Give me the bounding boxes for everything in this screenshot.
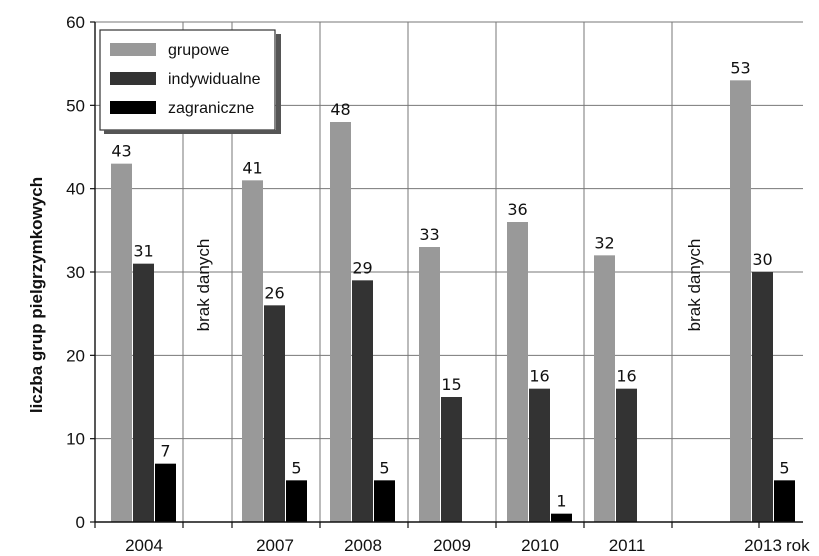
data-label: 5 bbox=[379, 458, 389, 477]
bar-indywidualne-2007 bbox=[264, 305, 285, 522]
x-tick-label: 2007 bbox=[256, 536, 294, 555]
x-tick-label: 2004 bbox=[125, 536, 163, 555]
bar-grupowe-2010 bbox=[507, 222, 528, 522]
bar-zagraniczne-2008 bbox=[374, 480, 395, 522]
x-tick-label: 2009 bbox=[433, 536, 471, 555]
grid bbox=[95, 21, 803, 522]
bar-zagraniczne-2010 bbox=[551, 513, 572, 522]
x-tick-label: 2010 bbox=[521, 536, 559, 555]
data-label: 1 bbox=[556, 492, 566, 511]
data-label: 43 bbox=[111, 142, 131, 161]
legend-label-zagraniczne: zagraniczne bbox=[168, 100, 254, 117]
y-tick-label: 20 bbox=[66, 346, 85, 365]
data-label: 53 bbox=[730, 58, 750, 77]
legend-swatch-indywidualne bbox=[110, 72, 156, 85]
bar-indywidualne-2013 bbox=[752, 272, 773, 522]
bar-indywidualne-2009 bbox=[441, 397, 462, 522]
annotation-no-data: brak danych bbox=[685, 239, 704, 332]
x-axis-title: rok bbox=[786, 536, 810, 555]
legend-label-grupowe: grupowe bbox=[168, 42, 229, 59]
legend-shadow bbox=[276, 34, 281, 134]
bar-grupowe-2007 bbox=[242, 180, 263, 523]
legend-label-indywidualne: indywidualne bbox=[168, 71, 261, 88]
y-tick-label: 60 bbox=[66, 13, 85, 32]
data-labels: 43 31 7 41 26 5 48 29 5 33 15 36 16 1 32 16 53 30 5 bbox=[111, 58, 789, 510]
legend-swatch-zagraniczne bbox=[110, 101, 156, 114]
data-label: 32 bbox=[594, 233, 614, 252]
bars bbox=[111, 80, 795, 523]
bar-indywidualne-2011 bbox=[616, 388, 637, 522]
annotation-no-data: brak danych bbox=[194, 239, 213, 332]
data-label: 41 bbox=[242, 158, 262, 177]
bar-zagraniczne-2007 bbox=[286, 480, 307, 522]
data-label: 7 bbox=[160, 442, 170, 461]
data-label: 36 bbox=[507, 200, 527, 219]
bar-zagraniczne-2004 bbox=[155, 463, 176, 522]
bar-indywidualne-2008 bbox=[352, 280, 373, 522]
data-label: 30 bbox=[752, 250, 772, 269]
data-label: 16 bbox=[616, 367, 636, 386]
y-tick-label: 0 bbox=[76, 513, 85, 532]
y-tick-label: 50 bbox=[66, 96, 85, 115]
bar-indywidualne-2004 bbox=[133, 263, 154, 522]
y-tick-label: 40 bbox=[66, 180, 85, 199]
axes: 0 10 20 30 40 50 60 2004 2007 2008 2009 2010 2011 201… bbox=[66, 13, 803, 555]
data-label: 26 bbox=[264, 283, 284, 302]
data-label: 48 bbox=[330, 100, 350, 119]
x-tick-label: 2008 bbox=[344, 536, 382, 555]
y-tick-label: 30 bbox=[66, 263, 85, 282]
x-tick-label: 2011 bbox=[609, 536, 646, 555]
bar-indywidualne-2010 bbox=[529, 388, 550, 522]
x-tick-label: 2013 bbox=[744, 536, 782, 555]
bar-grupowe-2009 bbox=[419, 247, 440, 522]
legend-shadow bbox=[104, 130, 281, 134]
bar-grupowe-2008 bbox=[330, 122, 351, 522]
y-tick-label: 10 bbox=[66, 430, 85, 449]
bar-grupowe-2004 bbox=[111, 163, 132, 522]
data-label: 5 bbox=[291, 458, 301, 477]
bar-grupowe-2013 bbox=[730, 80, 751, 522]
data-label: 31 bbox=[133, 242, 153, 261]
data-label: 15 bbox=[441, 375, 461, 394]
data-label: 29 bbox=[352, 258, 372, 277]
data-label: 16 bbox=[529, 367, 549, 386]
y-axis-title: liczba grup pielgrzymkowych bbox=[27, 177, 46, 413]
legend-swatch-grupowe bbox=[110, 43, 156, 56]
annotations: brak danych brak danych bbox=[194, 239, 704, 332]
data-label: 5 bbox=[779, 458, 789, 477]
bar-grupowe-2011 bbox=[594, 255, 615, 523]
data-label: 33 bbox=[419, 225, 439, 244]
legend: grupowe indywidualne zagraniczne bbox=[99, 29, 281, 134]
bar-zagraniczne-2013 bbox=[774, 480, 795, 522]
